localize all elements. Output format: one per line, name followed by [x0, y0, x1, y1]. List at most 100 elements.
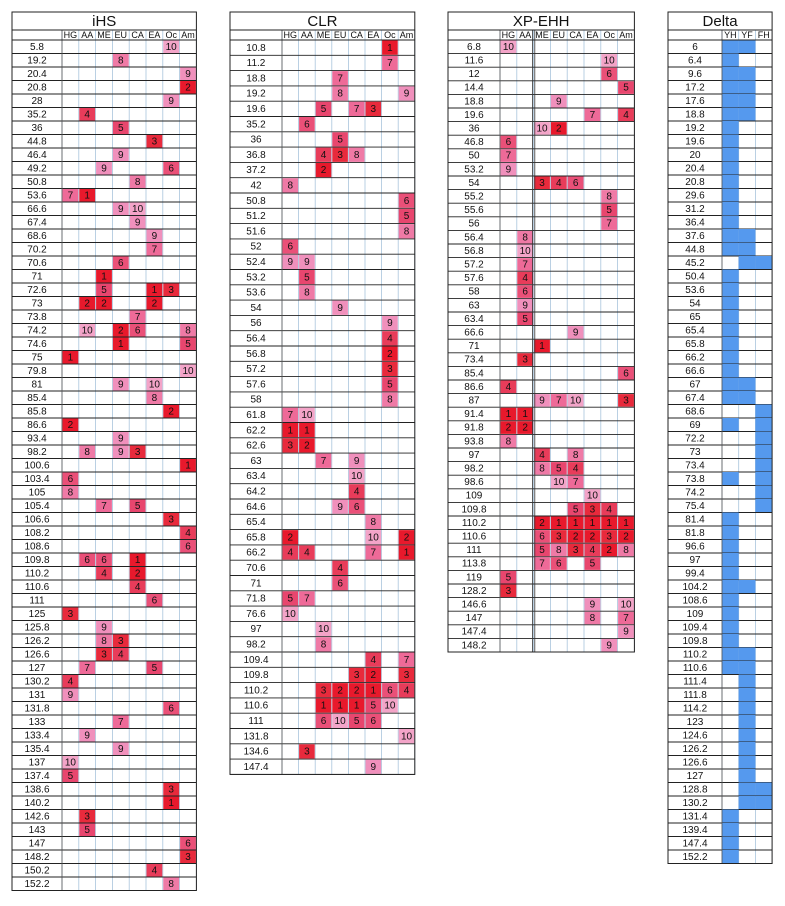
position-label: 65.4	[685, 325, 705, 336]
rank-label: 7	[354, 104, 360, 115]
rank-cell	[62, 418, 79, 431]
rank-label: 10	[604, 56, 616, 67]
rank-label: 7	[152, 244, 158, 255]
rank-cell	[129, 499, 146, 512]
rank-cell	[567, 530, 584, 543]
rank-label: 1	[522, 409, 528, 420]
rank-cell	[534, 530, 550, 543]
position-label: 119	[466, 572, 482, 583]
rank-label: 6	[387, 685, 393, 696]
position-label: 126.2	[24, 636, 49, 647]
rank-cell	[180, 81, 196, 94]
position-label: 20.4	[685, 163, 705, 174]
rank-label: 3	[556, 532, 562, 543]
position-label: 17.6	[685, 96, 705, 107]
rank-cell	[146, 283, 163, 296]
rank-label: 4	[288, 548, 294, 559]
rank-label: 6	[354, 502, 360, 513]
position-label: 109.8	[682, 636, 707, 647]
rank-label: 8	[304, 288, 310, 299]
column-header: HG	[502, 30, 516, 40]
rank-cell	[550, 176, 567, 190]
rank-label: 8	[573, 450, 579, 461]
rank-label: 6	[68, 474, 74, 485]
column-header: EU	[334, 30, 347, 40]
delta-cell	[738, 107, 756, 121]
position-label: 44.8	[685, 244, 705, 255]
rank-cell	[180, 67, 196, 80]
table-frame	[229, 11, 416, 775]
rank-label: 10	[351, 471, 363, 482]
rank-label: 8	[101, 636, 107, 647]
rank-cell	[163, 283, 180, 296]
rank-cell	[62, 688, 79, 701]
rank-cell	[96, 621, 112, 634]
rank-cell	[299, 117, 315, 132]
table-frame	[447, 11, 635, 653]
position-label: 85.8	[27, 406, 47, 417]
position-label: 97	[250, 624, 262, 635]
position-label: 75.4	[685, 501, 705, 512]
position-label: 111	[248, 716, 264, 727]
position-label: 63.4	[464, 314, 484, 325]
rank-label: 9	[118, 433, 124, 444]
delta-cell	[722, 283, 739, 297]
position-label: 53.6	[27, 190, 47, 201]
position-label: 19.2	[27, 55, 47, 66]
delta-cell	[738, 701, 756, 715]
column-header: FH	[758, 30, 770, 40]
delta-cell	[755, 485, 773, 499]
delta-cell	[722, 134, 739, 148]
position-label: 66.6	[464, 328, 484, 339]
position-label: 65	[689, 312, 701, 323]
position-label: 31.2	[685, 204, 705, 215]
position-label: 67	[689, 379, 701, 390]
rank-label: 4	[371, 655, 377, 666]
rank-cell	[584, 557, 601, 570]
rank-cell	[534, 462, 550, 475]
rank-cell	[517, 407, 534, 421]
position-label: 58	[468, 287, 480, 298]
position-label: 96.6	[685, 541, 705, 552]
position-label: 152.2	[24, 879, 49, 890]
rank-label: 1	[152, 285, 158, 296]
rank-label: 4	[539, 450, 545, 461]
rank-cell	[517, 244, 534, 258]
rank-label: 10	[368, 532, 380, 543]
position-label: 44.8	[27, 136, 47, 147]
rank-cell	[282, 407, 299, 422]
position-label: 54	[689, 298, 701, 309]
rank-cell	[282, 254, 299, 269]
delta-cell	[722, 242, 739, 256]
rank-label: 1	[84, 190, 90, 201]
position-label: 73	[689, 447, 701, 458]
delta-cell	[722, 580, 739, 594]
delta-cell	[722, 269, 739, 283]
rank-label: 9	[623, 627, 629, 638]
rank-label: 8	[152, 393, 158, 404]
rank-label: 9	[387, 318, 393, 329]
delta-cell	[722, 512, 739, 526]
position-label: 28	[31, 96, 43, 107]
position-label: 76.6	[246, 609, 266, 620]
delta-cell	[722, 647, 739, 661]
position-label: 110.2	[462, 518, 487, 529]
position-label: 98.6	[464, 477, 484, 488]
position-label: 124.6	[682, 730, 707, 741]
delta-cell	[738, 715, 756, 729]
rank-cell	[500, 135, 517, 149]
position-label: 113.8	[462, 559, 487, 570]
column-header: Oc	[165, 30, 177, 40]
rank-label: 3	[590, 504, 596, 515]
rank-label: 9	[590, 600, 596, 611]
position-label: 85.4	[464, 368, 484, 379]
rank-cell	[62, 607, 79, 620]
position-label: 147	[29, 838, 46, 849]
position-label: 110.2	[25, 568, 50, 579]
position-label: 85.4	[27, 393, 47, 404]
position-label: 110.6	[683, 663, 708, 674]
delta-cell	[755, 499, 773, 513]
rank-label: 10	[384, 701, 396, 712]
position-label: 148.2	[461, 640, 486, 651]
rank-cell	[398, 86, 415, 101]
